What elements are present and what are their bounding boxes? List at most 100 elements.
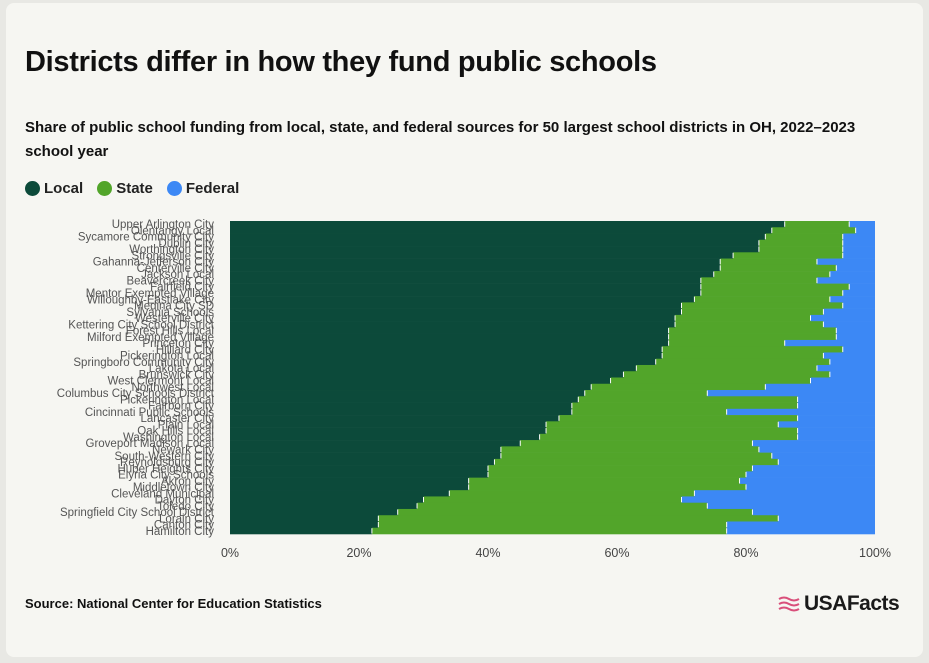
category-label: Jackson Local <box>141 269 214 281</box>
bar-segment-federal <box>797 427 875 435</box>
bar-segment-local <box>230 314 676 322</box>
legend-item-local: Local <box>25 180 83 197</box>
bar-segment-state <box>758 246 843 253</box>
bar-segment-local <box>230 440 521 447</box>
bar-segment-local <box>230 402 572 410</box>
x-tick-label: 60% <box>604 546 629 560</box>
category-label: Akron City <box>161 476 214 488</box>
usafacts-logo[interactable]: USAFacts <box>778 592 900 616</box>
bar-segment-state <box>468 477 740 485</box>
category-label: Toledo City <box>157 501 214 513</box>
bar-segment-state <box>584 390 708 397</box>
bar-segment-state <box>662 352 824 360</box>
legend-swatch-state <box>97 181 113 196</box>
category-label: Pickerington Local <box>120 351 214 363</box>
x-tick-label: 0% <box>221 546 239 560</box>
category-label: Olentangy Local <box>131 225 214 237</box>
bar-segment-federal <box>746 483 875 491</box>
category-label: Springfield City School District <box>60 507 215 519</box>
bar-segment-local <box>230 390 585 397</box>
bar-segment-state <box>546 421 779 428</box>
bar-segment-local <box>230 252 734 259</box>
bar-segment-local <box>230 239 759 247</box>
bar-segment-state <box>546 427 798 435</box>
bar-segment-federal <box>797 433 875 441</box>
bar-segment-state <box>765 233 843 241</box>
bar-segment-federal <box>816 364 875 372</box>
bar-segment-state <box>623 371 830 378</box>
category-label: Huber Heights City <box>117 463 214 475</box>
bar-segment-local <box>230 527 372 535</box>
category-label: Sycamore Community City <box>78 232 214 244</box>
bar-segment-local <box>230 483 469 491</box>
bar-segment-local <box>230 465 488 472</box>
bar-segment-local <box>230 427 547 435</box>
category-label: Dayton City <box>155 495 215 507</box>
bar-segment-local <box>230 352 663 360</box>
bar-segment-federal <box>778 515 875 522</box>
bar-segment-state <box>371 527 727 535</box>
bar-segment-federal <box>842 252 875 259</box>
bar-segment-local <box>230 264 721 272</box>
category-label: Washington Local <box>123 432 214 444</box>
bar-segment-federal <box>765 383 875 391</box>
usa-flag-icon <box>778 596 800 612</box>
bar-segment-state <box>578 396 798 403</box>
category-label: Brunswick City <box>139 369 215 381</box>
category-label: Milford Exempted Village <box>87 332 214 344</box>
category-label: Groveport Madison Local <box>86 438 214 450</box>
bar-segment-state <box>700 277 817 284</box>
bar-segment-federal <box>752 465 875 472</box>
category-label: Centerville City <box>137 263 215 275</box>
bar-segment-federal <box>681 496 875 503</box>
bar-segment-federal <box>746 471 875 478</box>
bar-segment-local <box>230 296 695 303</box>
bar-segment-federal <box>836 264 875 272</box>
category-label: Forest Hills Local <box>126 326 214 338</box>
bar-segment-state <box>681 308 824 316</box>
category-label: Hilliard City <box>156 344 214 356</box>
bar-segment-local <box>230 271 714 278</box>
bar-segment-federal <box>842 233 875 241</box>
bar-segment-state <box>488 465 753 472</box>
bar-segment-local <box>230 515 379 522</box>
bar-segment-state <box>539 433 798 441</box>
category-label: Northwest Local <box>132 382 214 394</box>
bar-segment-federal <box>855 227 875 234</box>
bar-segment-state <box>694 296 830 303</box>
bar-segment-state <box>423 496 682 503</box>
bar-segment-local <box>230 258 721 266</box>
category-label: Reynoldsburg City <box>120 457 214 469</box>
category-label: Lancaster City <box>140 413 214 425</box>
bar-segment-local <box>230 283 701 291</box>
bar-segment-state <box>668 339 785 347</box>
category-label: Fairborn City <box>148 401 214 413</box>
bar-segment-federal <box>849 283 875 291</box>
bar-segment-local <box>230 408 572 416</box>
bar-segment-federal <box>829 371 875 378</box>
bar-segment-local <box>230 339 669 347</box>
category-label: Westerville City <box>135 313 214 325</box>
x-tick-label: 80% <box>733 546 758 560</box>
category-label: Middletown City <box>133 482 214 494</box>
bar-segment-local <box>230 302 682 309</box>
category-label: West Clermont Local <box>107 376 214 388</box>
bar-segment-federal <box>829 358 875 366</box>
bar-segment-local <box>230 446 501 453</box>
bar-segment-local <box>230 346 663 353</box>
bar-segment-local <box>230 377 611 385</box>
bar-segment-federal <box>842 346 875 353</box>
bar-segment-state <box>571 402 798 410</box>
category-label: Cincinnati Public Schools <box>85 407 214 419</box>
bar-segment-state <box>417 502 708 510</box>
category-label: Beavercreek City <box>126 275 214 287</box>
bar-segment-local <box>230 458 495 466</box>
category-label: Pickerington Local <box>120 394 214 406</box>
bar-segment-federal <box>758 446 875 453</box>
bar-segment-local <box>230 396 579 403</box>
bar-segment-local <box>230 327 669 334</box>
category-label: Dublin City <box>158 238 214 250</box>
bar-segment-local <box>230 490 450 497</box>
bar-segment-state <box>591 383 766 391</box>
source-note: Source: National Center for Education St… <box>25 596 322 611</box>
